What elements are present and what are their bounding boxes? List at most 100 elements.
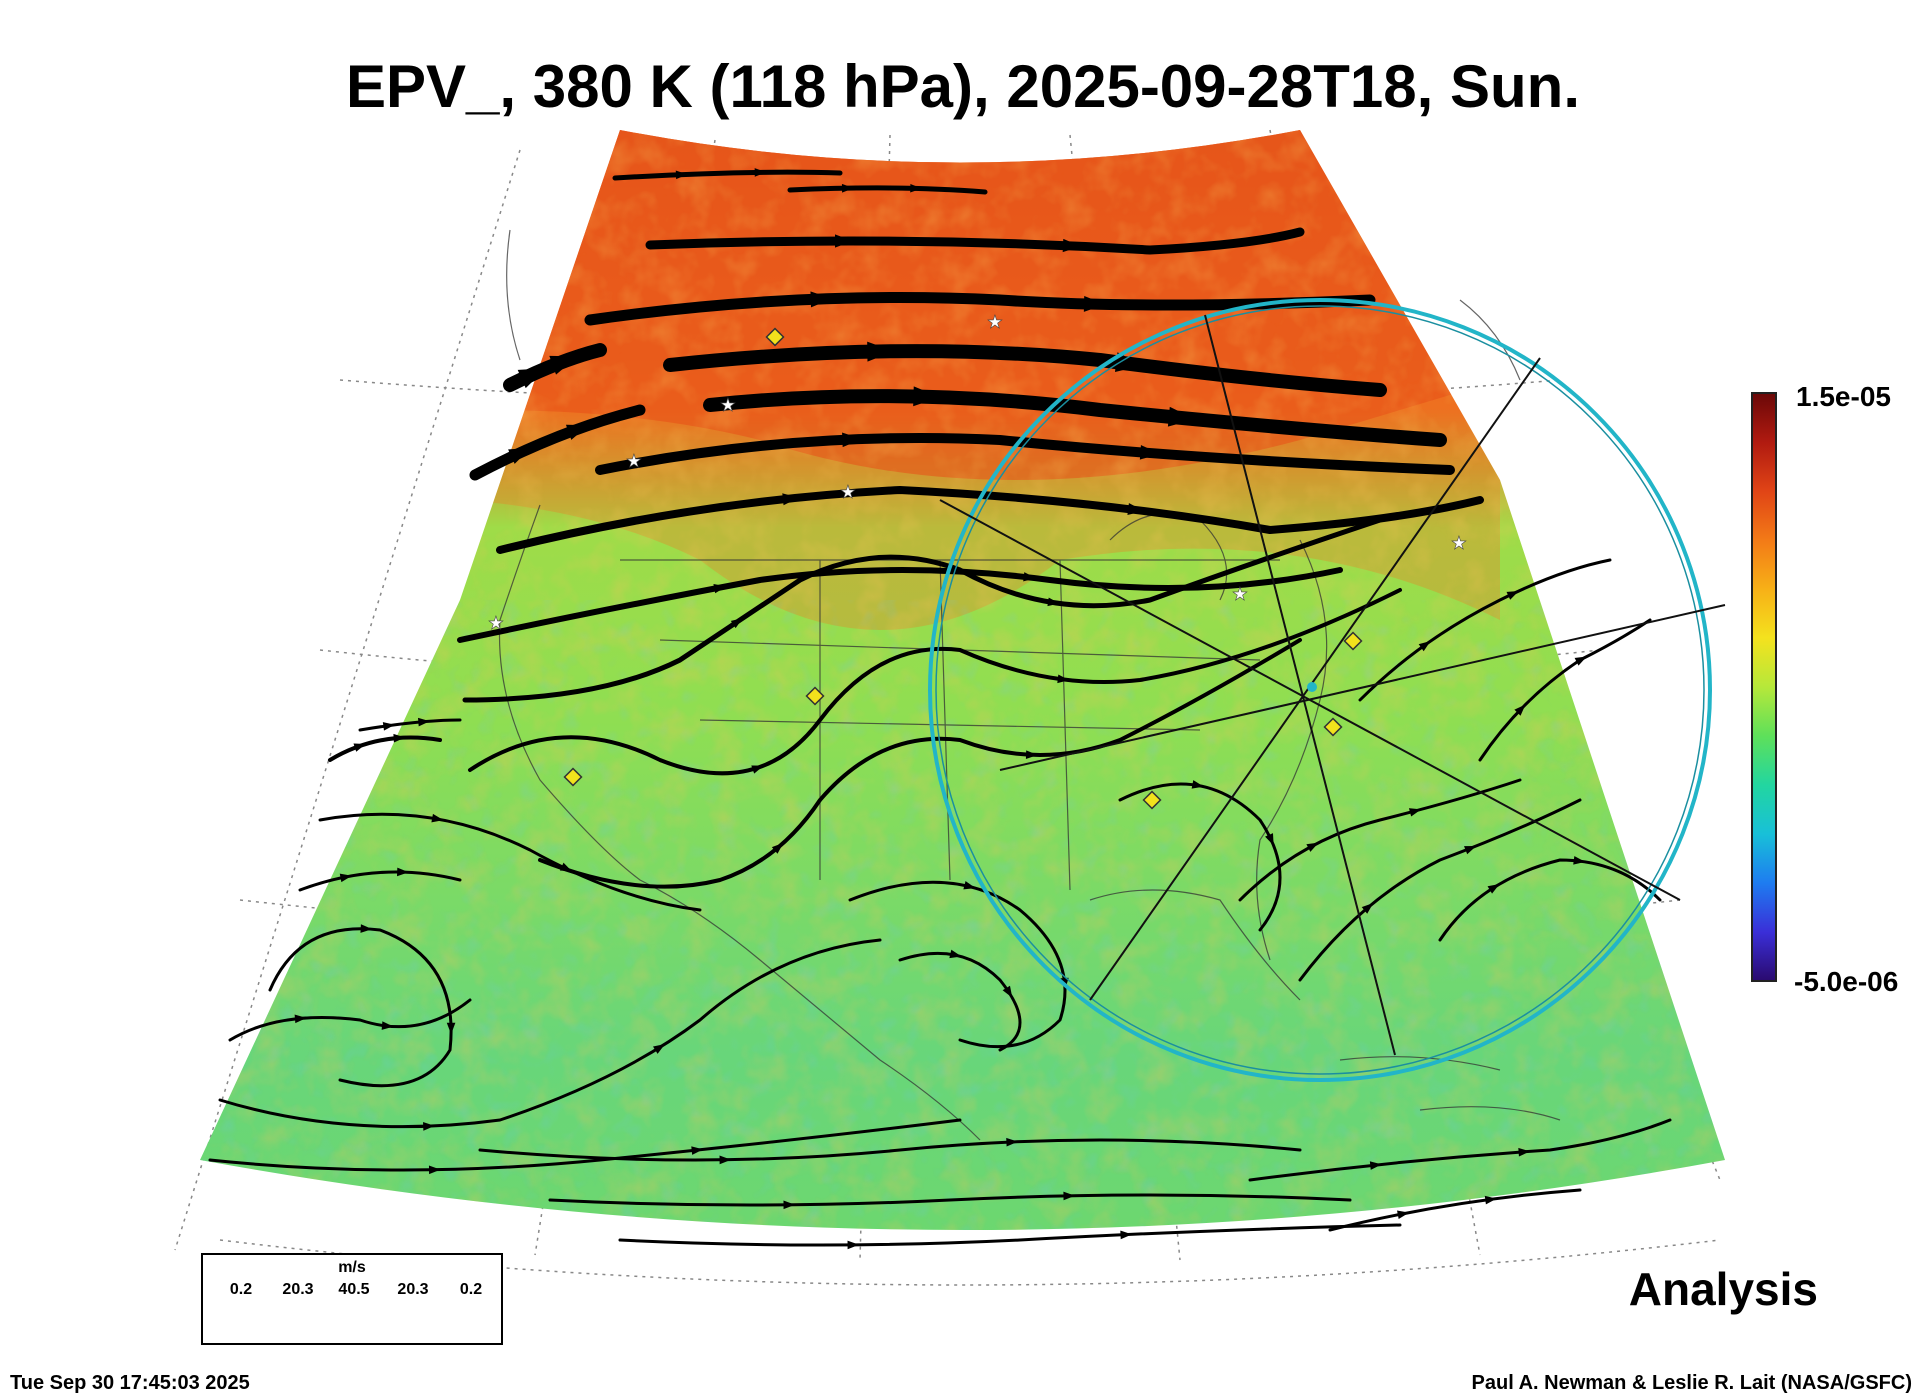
streamline-arrowhead [1167, 406, 1196, 427]
diamond-marker [563, 767, 583, 787]
streamline-arrowhead [381, 1021, 394, 1030]
streamline [468, 588, 1402, 776]
streamline-arrowhead [1397, 1210, 1410, 1220]
streamline-arrowhead [1514, 704, 1526, 716]
streamline-arrowhead [339, 873, 352, 883]
streamline-arrowhead [782, 493, 799, 506]
streamline-arrowhead [1025, 750, 1038, 759]
station-markers: ★ ★ ★ ★ ★ ★ ★ [488, 312, 1467, 810]
streamline [663, 344, 1387, 397]
streamline [328, 735, 442, 762]
streamline-arrowhead [1006, 1137, 1018, 1147]
streamline-arrowhead [1139, 445, 1160, 460]
legend-value: 40.5 [338, 1281, 370, 1298]
streamline [496, 485, 1484, 554]
trajectory-circle-overlay [928, 298, 1726, 1082]
streamline [298, 870, 462, 892]
streamline [595, 433, 1455, 475]
diamond-marker [765, 327, 785, 347]
streamline-arrowhead [691, 1146, 704, 1155]
streamline-arrowhead [730, 618, 743, 629]
streamline [548, 1193, 1352, 1207]
analysis-label: Analysis [1628, 1263, 1818, 1315]
streamline-arrowhead [1518, 1147, 1531, 1157]
streamline-arrowhead [1306, 842, 1319, 852]
streamline-arrowhead [1408, 808, 1422, 817]
streamline-arrowhead [1002, 985, 1013, 998]
legend-value: 20.3 [397, 1281, 429, 1298]
streamline-arrowhead [446, 1022, 456, 1035]
streamline-arrowhead [360, 924, 373, 933]
streamline-arrowhead [1484, 1195, 1497, 1205]
streamline-arrowhead [751, 765, 764, 774]
streamline-arrowhead [423, 1122, 435, 1131]
streamline-arrowhead [719, 1155, 732, 1165]
diamond-marker [1343, 631, 1363, 651]
streamline-arrowhead [847, 1240, 860, 1250]
streamline-arrowhead [1120, 1230, 1133, 1240]
streamline-arrowhead [508, 447, 531, 464]
streamline [218, 938, 882, 1129]
star-marker: ★ [987, 312, 1003, 333]
streamline-arrowhead [810, 291, 833, 308]
streamline-arrowhead [867, 341, 894, 362]
streamline [358, 718, 462, 732]
streamline [1358, 558, 1612, 702]
streamline [457, 567, 1343, 643]
streamline-arrowhead [1369, 1161, 1382, 1170]
streamline-arrowhead [418, 717, 430, 727]
streamline [848, 880, 1067, 1049]
streamline-arrowhead [1361, 903, 1374, 914]
streamline-arrowhead [393, 733, 406, 743]
streamline [703, 389, 1447, 447]
streamline-arrowhead [1487, 883, 1500, 894]
wind-streamlines [208, 168, 1672, 1250]
star-marker: ★ [626, 451, 642, 472]
streamline-arrowhead [842, 432, 862, 448]
streamline [612, 169, 843, 181]
streamline-arrowhead [1083, 295, 1106, 312]
streamline-arrowhead [565, 424, 589, 440]
streamline-arrowhead [1023, 572, 1037, 582]
colorbar-min-label: -5.0e-06 [1794, 966, 1899, 997]
legend-value: 20.3 [282, 1281, 314, 1298]
star-marker: ★ [840, 482, 856, 503]
streamline-arrowhead [653, 1044, 666, 1054]
legend-unit: m/s [338, 1259, 366, 1276]
streamline-arrowhead [835, 234, 853, 248]
streamline-arrowhead [353, 743, 366, 752]
streamline-arrowhead [1191, 780, 1204, 789]
streamline-arrowhead [1265, 833, 1274, 846]
streamline [228, 998, 472, 1042]
streamline-arrowhead [1574, 656, 1587, 666]
streamline-arrowhead [1464, 845, 1477, 855]
colorbar [1751, 392, 1777, 982]
streamline [584, 292, 1376, 326]
streamline-arrowhead [771, 842, 784, 854]
streamline-arrowhead [1418, 641, 1431, 652]
colorbar-max-label: 1.5e-05 [1796, 381, 1891, 412]
streamline [208, 1118, 962, 1172]
streamline [462, 517, 1383, 703]
streamline-arrowhead [294, 1014, 307, 1024]
streamline-arrowhead [382, 722, 395, 731]
legend-value: 0.2 [459, 1281, 483, 1298]
streamline-arrowhead [1114, 352, 1143, 373]
streamline-arrowhead [1057, 674, 1070, 684]
figure-title: EPV_, 380 K (118 hPa), 2025-09-28T18, Su… [346, 53, 1580, 120]
streamline-arrowhead [1063, 1191, 1075, 1201]
streamline-arrowhead [1062, 238, 1081, 253]
streamline-arrowhead [397, 867, 409, 877]
footer-timestamp: Tue Sep 30 17:45:03 2025 [10, 1372, 250, 1394]
star-marker: ★ [488, 613, 504, 634]
streamline-arrowhead [1573, 856, 1586, 865]
streamline-arrowhead [517, 368, 547, 389]
colorbar-scale [1751, 392, 1777, 982]
star-marker: ★ [1232, 584, 1248, 605]
streamline-arrowhead [963, 881, 976, 890]
streamline-arrowhead [559, 862, 573, 872]
streamline-arrowhead [783, 1200, 796, 1210]
streamline-arrowhead [1127, 503, 1145, 516]
